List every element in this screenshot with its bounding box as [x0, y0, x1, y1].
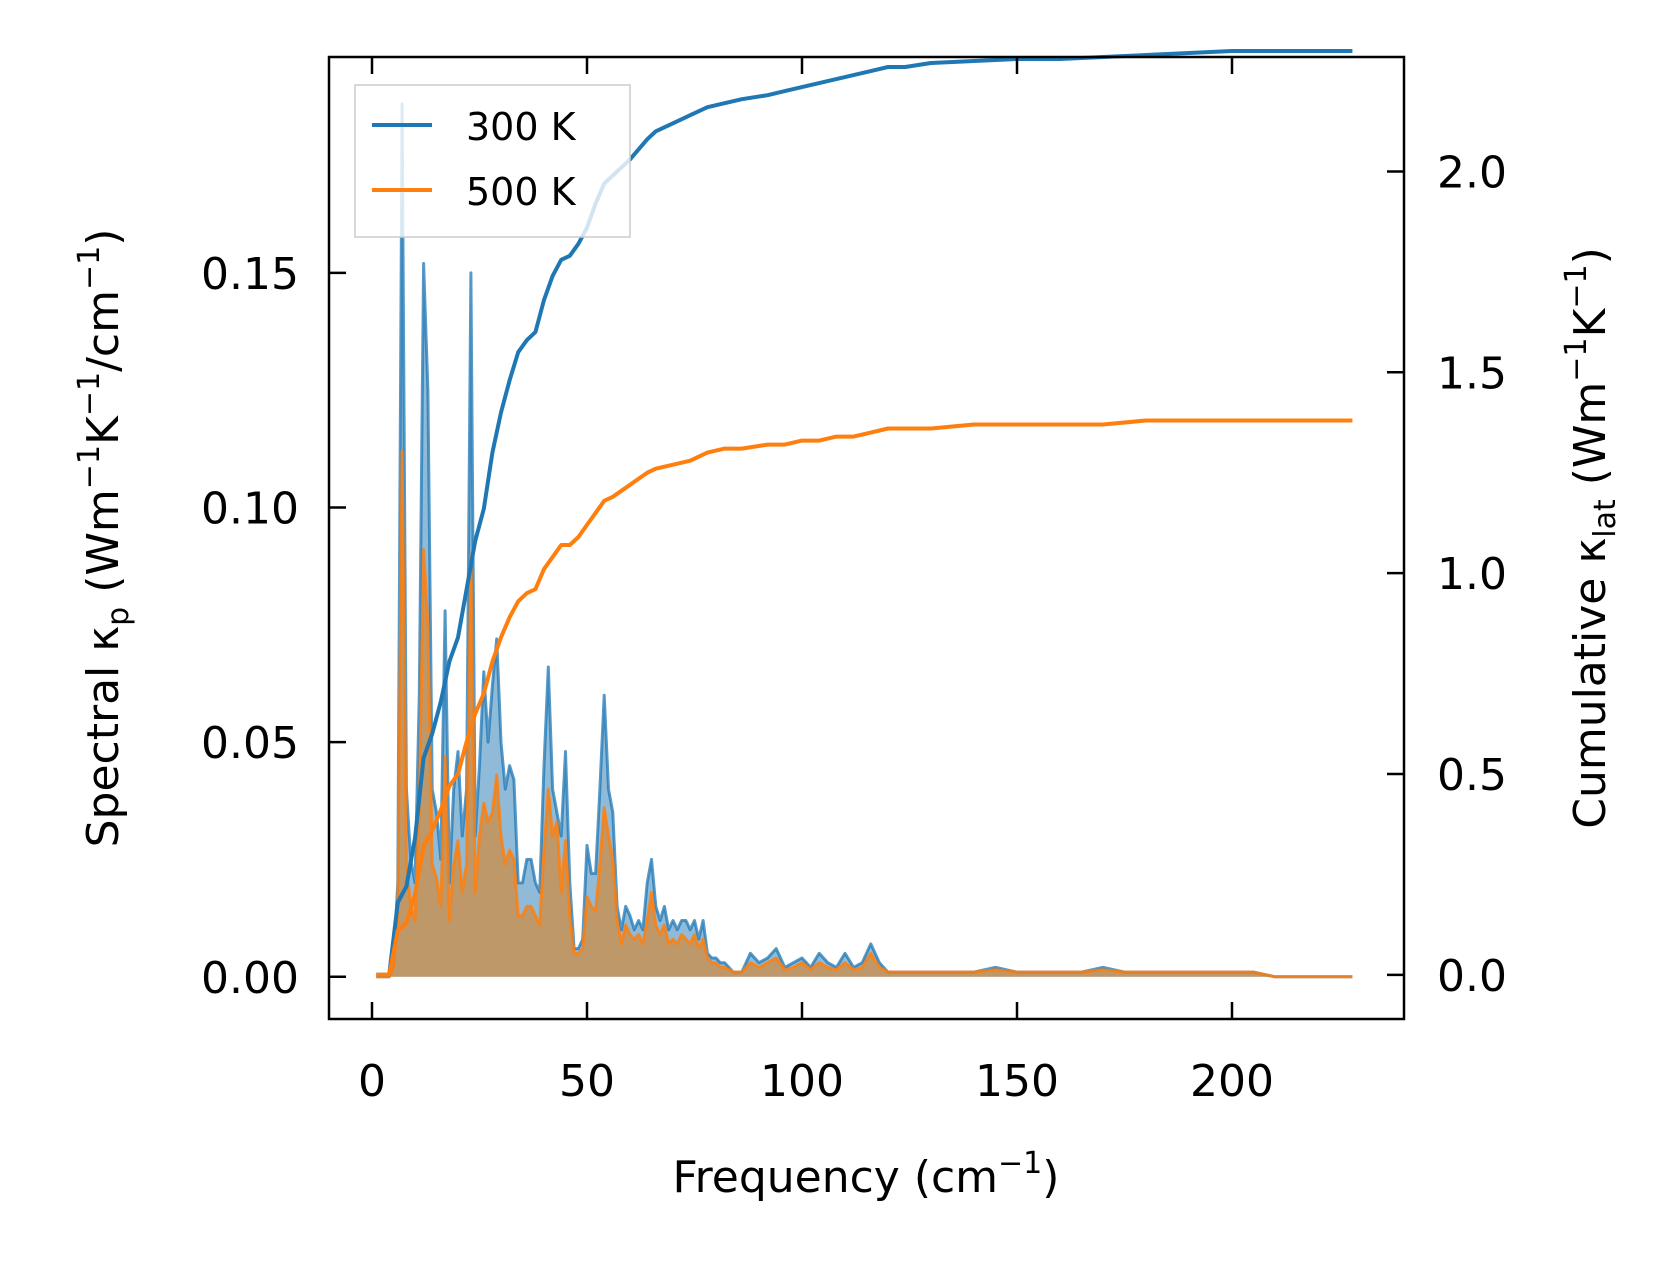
x-tick-label: 150 — [975, 1056, 1059, 1107]
y-tick-label-left: 0.15 — [201, 249, 299, 300]
x-tick-label: 50 — [559, 1056, 615, 1107]
spectral-line-500k — [376, 449, 1353, 979]
spectral-fill-500k — [376, 451, 1353, 977]
legend-box — [354, 84, 631, 238]
legend: 300 K 500 K — [354, 84, 631, 238]
plot-frame — [327, 55, 1406, 1021]
y-axis-label-right: Cumulative κlat (Wm−1K−1) — [1559, 247, 1623, 829]
y-tick-label-right: 2.0 — [1437, 147, 1507, 198]
x-tick-label: 0 — [358, 1056, 386, 1107]
x-axis-label: Frequency (cm−1) — [673, 1146, 1060, 1203]
y-tick-label-right: 0.0 — [1437, 951, 1507, 1002]
x-tick-label: 100 — [760, 1056, 844, 1107]
legend-label-500k: 500 K — [466, 170, 577, 214]
spectral-lines — [376, 102, 1353, 979]
legend-label-300k: 300 K — [466, 105, 577, 149]
y-tick-label-right: 0.5 — [1437, 750, 1507, 801]
y-tick-label-right: 1.5 — [1437, 348, 1507, 399]
y-tick-label-left: 0.00 — [201, 953, 299, 1004]
cumulative-line-500k — [376, 418, 1353, 977]
x-tick-label: 200 — [1190, 1056, 1274, 1107]
y-axis-label-left: Spectral κp (Wm−1K−1/cm−1) — [72, 229, 136, 848]
axis-ticks: 0 50 100 150 200 0.00 0.05 0.10 0.15 0.0 0.5 1.0 1.5… — [201, 57, 1507, 1107]
y-tick-label-left: 0.05 — [201, 718, 299, 769]
y-tick-label-right: 1.0 — [1437, 549, 1507, 600]
y-tick-label-left: 0.10 — [201, 483, 299, 534]
